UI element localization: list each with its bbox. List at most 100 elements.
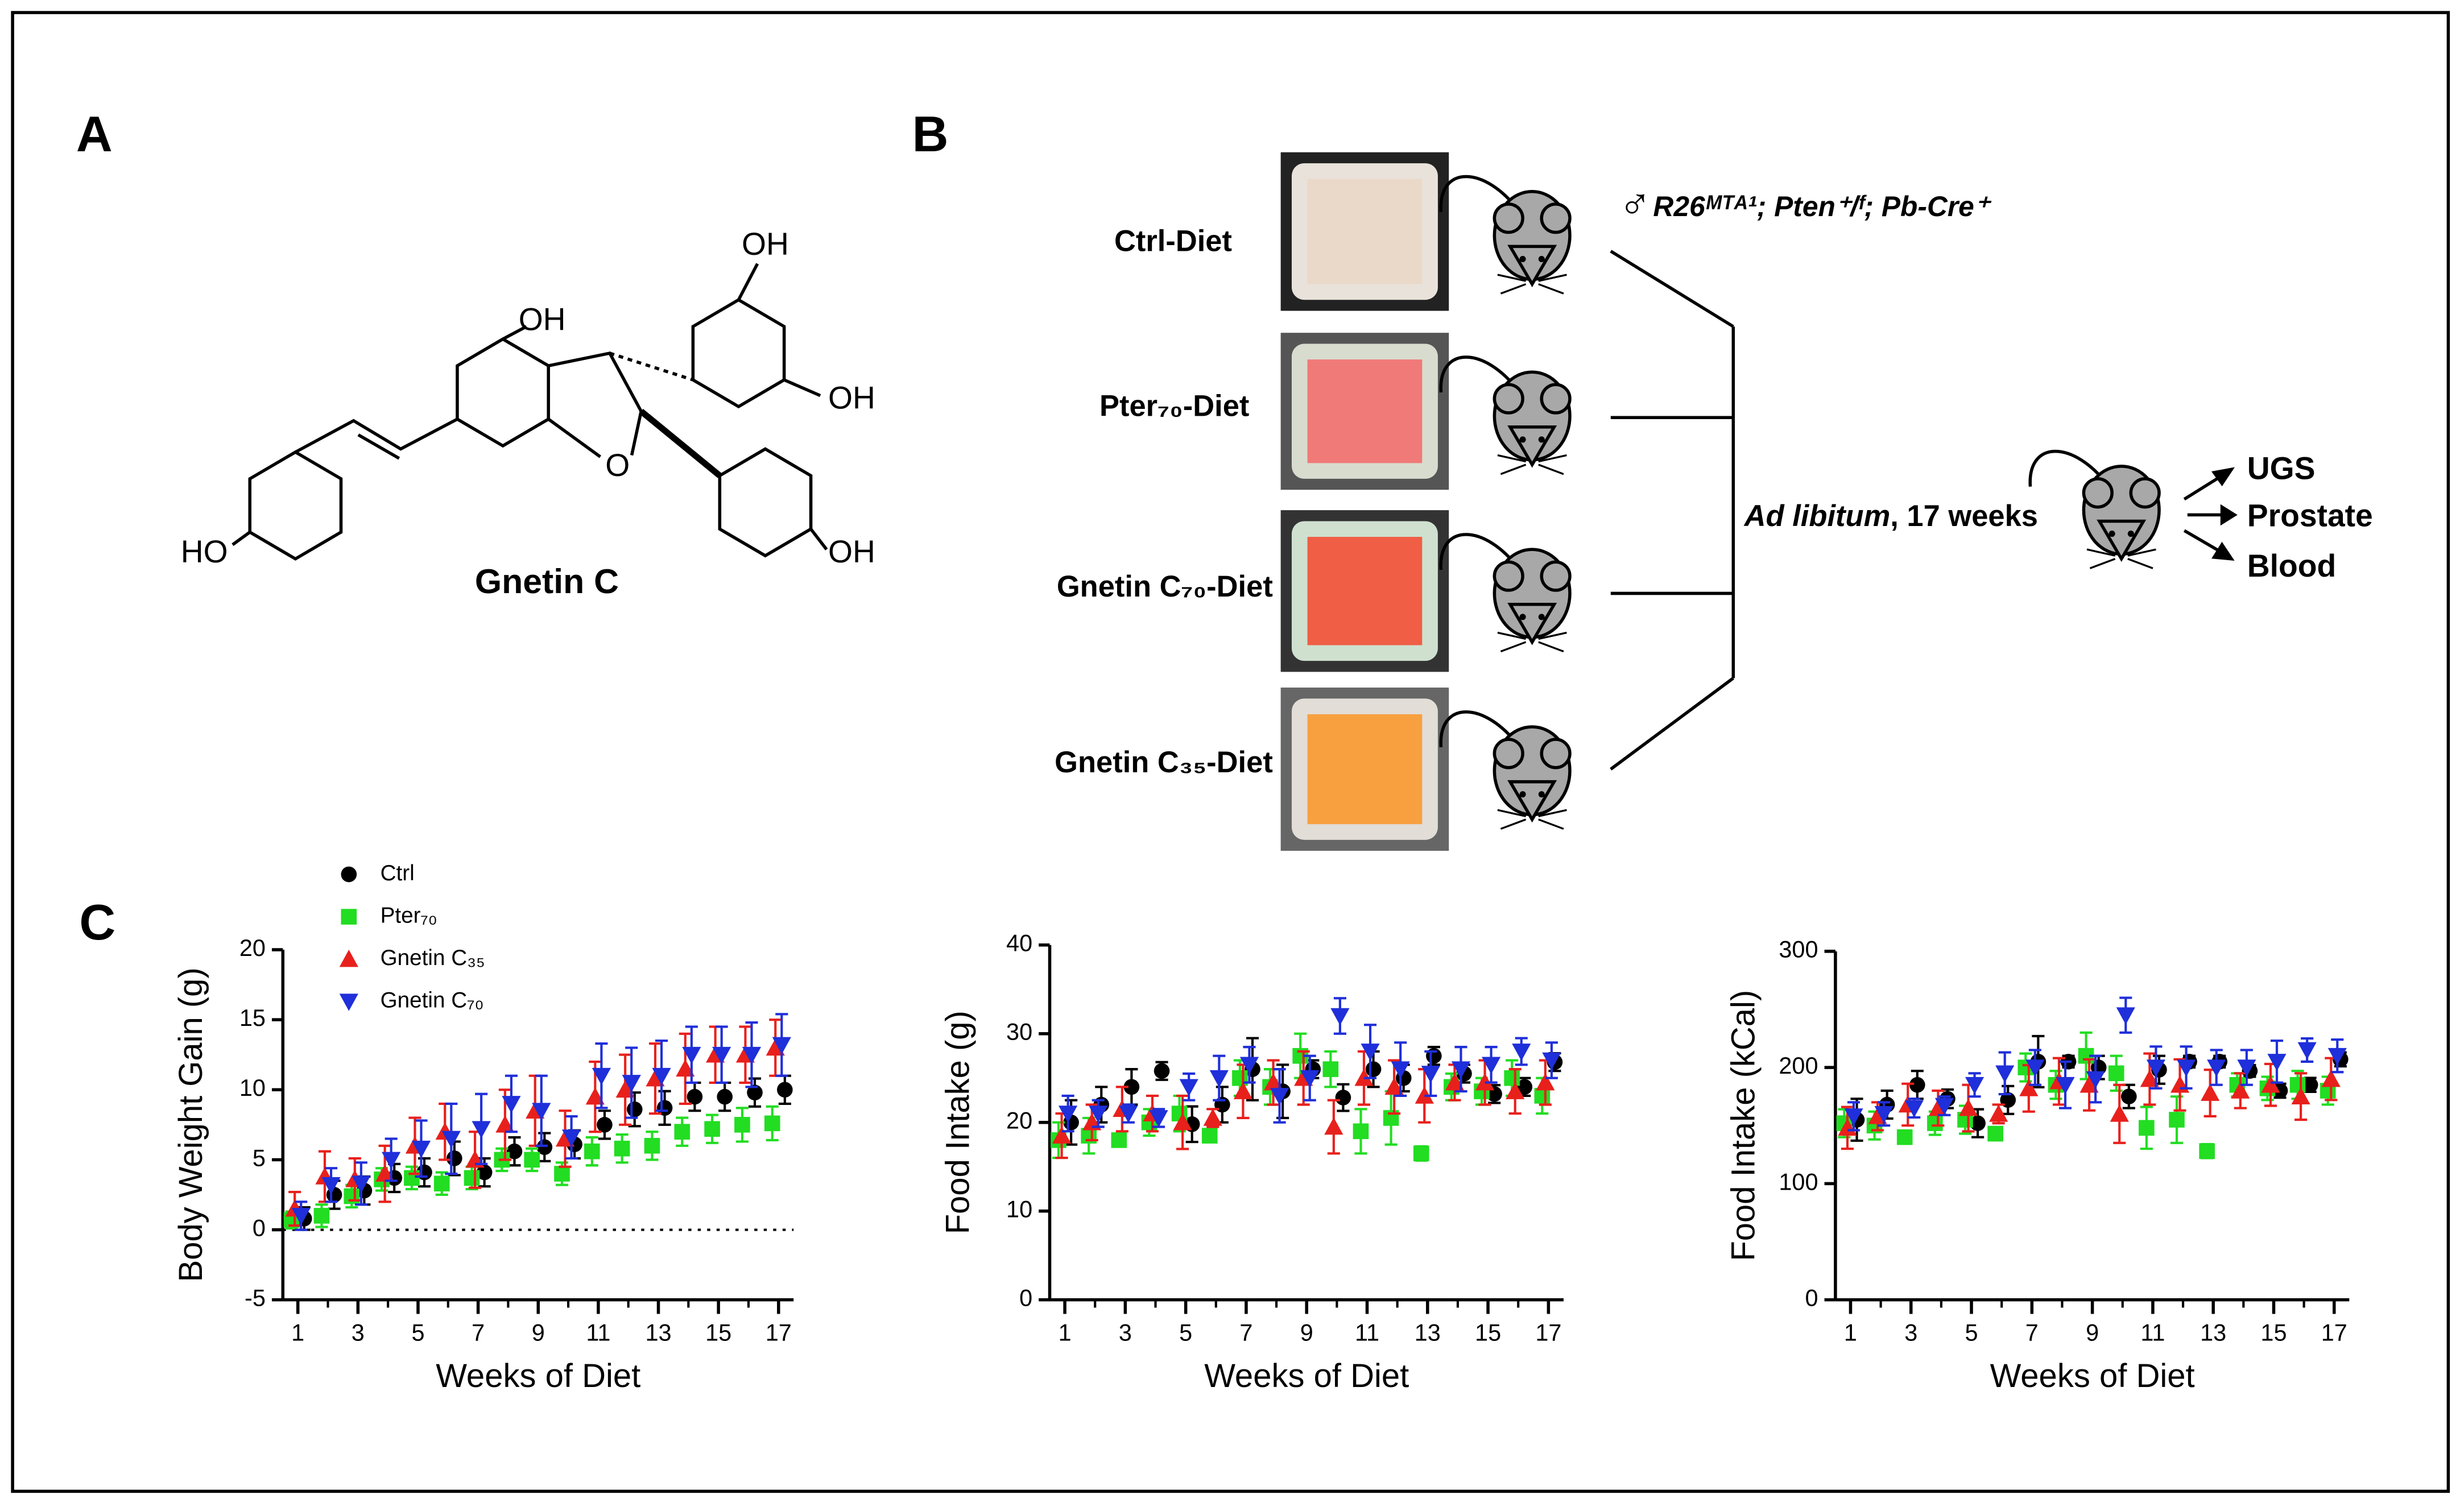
- genotype: R26ᴹᵀᴬ¹; Pten⁺/ᶠ; Pb-Cre⁺: [1653, 191, 1991, 222]
- y-tick-label: 200: [1779, 1053, 1818, 1079]
- point: [772, 1037, 791, 1055]
- x-tick-label: 15: [2260, 1319, 2287, 1345]
- point: [585, 1087, 605, 1105]
- point: [411, 1140, 431, 1158]
- point: [742, 1046, 762, 1065]
- panel-label: A: [76, 106, 113, 162]
- x-tick-label: 17: [1535, 1319, 1561, 1345]
- y-tick-label: 20: [1006, 1108, 1032, 1134]
- point: [2261, 1075, 2280, 1093]
- output-label: UGS: [2247, 451, 2316, 486]
- point: [1089, 1106, 1108, 1123]
- feeding-text: Ad libitum, 17 weeks: [1743, 500, 2038, 533]
- point: [1123, 1079, 1140, 1095]
- point: [1904, 1100, 1924, 1118]
- y-tick-label: 0: [1019, 1285, 1032, 1311]
- point: [1201, 1128, 1218, 1144]
- y-tick-label: 40: [1006, 930, 1032, 957]
- x-axis-label: Weeks of Diet: [436, 1358, 640, 1394]
- y-tick-label: -5: [245, 1285, 266, 1311]
- point: [1391, 1061, 1410, 1079]
- x-tick-label: 13: [645, 1319, 671, 1345]
- diet-label: Pter₇₀-Diet: [1099, 390, 1249, 423]
- point: [1365, 1061, 1382, 1077]
- point: [1451, 1061, 1471, 1079]
- chemical-structure: [231, 263, 828, 561]
- point: [2116, 1007, 2135, 1025]
- point: [2207, 1059, 2226, 1077]
- point: [704, 1121, 720, 1137]
- point: [1300, 1070, 1320, 1088]
- point: [1324, 1117, 1343, 1135]
- point: [2199, 1143, 2215, 1159]
- point: [2297, 1042, 2317, 1060]
- legend-label: Pter₇₀: [381, 903, 437, 928]
- point: [1119, 1106, 1138, 1123]
- x-tick-label: 17: [2321, 1319, 2347, 1345]
- point: [597, 1117, 613, 1133]
- point: [1263, 1073, 1283, 1091]
- point: [1384, 1077, 1404, 1095]
- point: [2086, 1071, 2105, 1089]
- atom-label: OH: [519, 301, 566, 337]
- point: [352, 1175, 371, 1193]
- x-tick-label: 3: [1904, 1319, 1917, 1345]
- x-tick-label: 9: [1300, 1319, 1313, 1345]
- x-tick-label: 3: [352, 1319, 365, 1345]
- point: [1482, 1057, 1501, 1074]
- point: [2327, 1048, 2347, 1066]
- x-tick-label: 5: [1179, 1319, 1192, 1345]
- point: [1335, 1090, 1351, 1106]
- point: [1542, 1052, 1561, 1070]
- point: [1361, 1044, 1380, 1061]
- point: [1111, 1132, 1127, 1148]
- point: [622, 1075, 641, 1092]
- x-tick-label: 1: [1059, 1319, 1072, 1345]
- point: [2289, 1077, 2306, 1093]
- point: [2237, 1059, 2256, 1077]
- output-label: Prostate: [2247, 498, 2373, 533]
- y-tick-label: 5: [253, 1145, 266, 1171]
- point: [615, 1080, 635, 1098]
- y-tick-label: 0: [1805, 1285, 1818, 1311]
- sex-symbol: ♂: [1619, 180, 1652, 229]
- y-tick-label: 100: [1779, 1169, 1818, 1195]
- point: [2291, 1087, 2310, 1104]
- x-tick-label: 7: [1239, 1319, 1252, 1345]
- point: [495, 1115, 515, 1133]
- point: [2201, 1083, 2220, 1101]
- point: [1203, 1108, 1222, 1126]
- point: [2019, 1079, 2039, 1096]
- point: [1927, 1115, 1943, 1131]
- structure-labels: OH OH OH O HO OH Gnetin C: [181, 226, 875, 601]
- point: [2169, 1112, 2185, 1128]
- point: [717, 1088, 733, 1105]
- y-tick-label: 15: [239, 1005, 266, 1031]
- panel-label: B: [912, 106, 949, 162]
- point: [1421, 1066, 1440, 1083]
- point: [1179, 1079, 1198, 1096]
- point: [375, 1164, 395, 1182]
- diet-label: Gnetin C₃₅-Diet: [1055, 746, 1273, 779]
- x-tick-label: 3: [1119, 1319, 1132, 1345]
- point: [313, 1208, 330, 1224]
- point: [1995, 1065, 2015, 1083]
- x-tick-label: 13: [2200, 1319, 2226, 1345]
- atom-label: OH: [828, 380, 875, 416]
- point: [777, 1082, 793, 1098]
- x-axis-label: Weeks of Diet: [1204, 1358, 1409, 1394]
- point: [1322, 1061, 1339, 1077]
- point: [2267, 1054, 2287, 1071]
- point: [1149, 1110, 1168, 1128]
- legend-marker: [341, 866, 357, 883]
- diet-trays: [1280, 152, 1449, 851]
- y-axis-label: Food Intake (g): [940, 1011, 976, 1234]
- y-tick-label: 300: [1779, 937, 1818, 963]
- legend-label: Ctrl: [381, 861, 415, 885]
- duration: , 17 weeks: [1890, 500, 2038, 533]
- legend-label: Gnetin C₃₅: [381, 946, 485, 970]
- point: [1534, 1088, 1551, 1104]
- point: [321, 1177, 341, 1195]
- x-tick-label: 11: [1355, 1319, 1379, 1345]
